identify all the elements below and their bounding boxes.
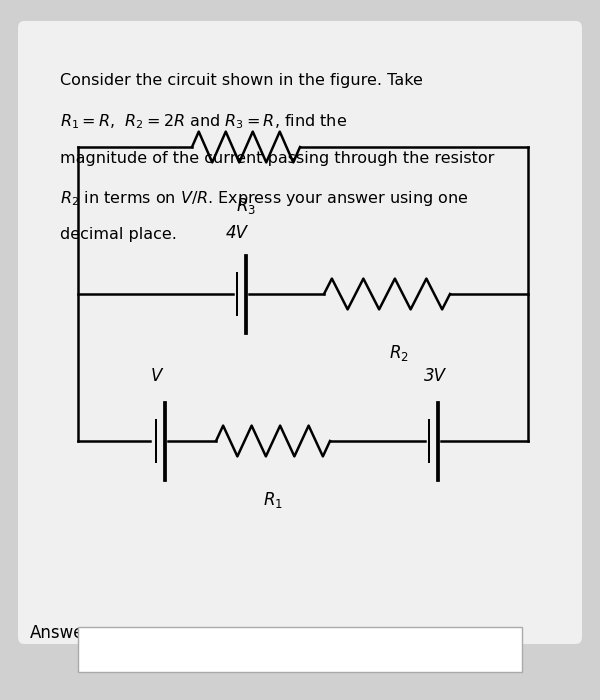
Text: 4V: 4V: [226, 223, 248, 242]
Text: decimal place.: decimal place.: [60, 228, 177, 242]
Text: 3V: 3V: [424, 367, 446, 385]
Text: Answer:: Answer:: [30, 624, 97, 643]
Text: $R_2$ in terms on $V/R$. Express your answer using one: $R_2$ in terms on $V/R$. Express your an…: [60, 189, 469, 208]
Text: $R_2$: $R_2$: [389, 343, 409, 363]
Text: V: V: [151, 367, 161, 385]
Text: magnitude of the current passing through the resistor: magnitude of the current passing through…: [60, 150, 494, 165]
Text: $R_3$: $R_3$: [236, 196, 256, 216]
Text: $R_1$: $R_1$: [263, 490, 283, 510]
Text: $R_1 = R$,  $R_2 = 2R$ and $R_3 = R$, find the: $R_1 = R$, $R_2 = 2R$ and $R_3 = R$, fin…: [60, 112, 347, 131]
Text: Consider the circuit shown in the figure. Take: Consider the circuit shown in the figure…: [60, 74, 423, 88]
